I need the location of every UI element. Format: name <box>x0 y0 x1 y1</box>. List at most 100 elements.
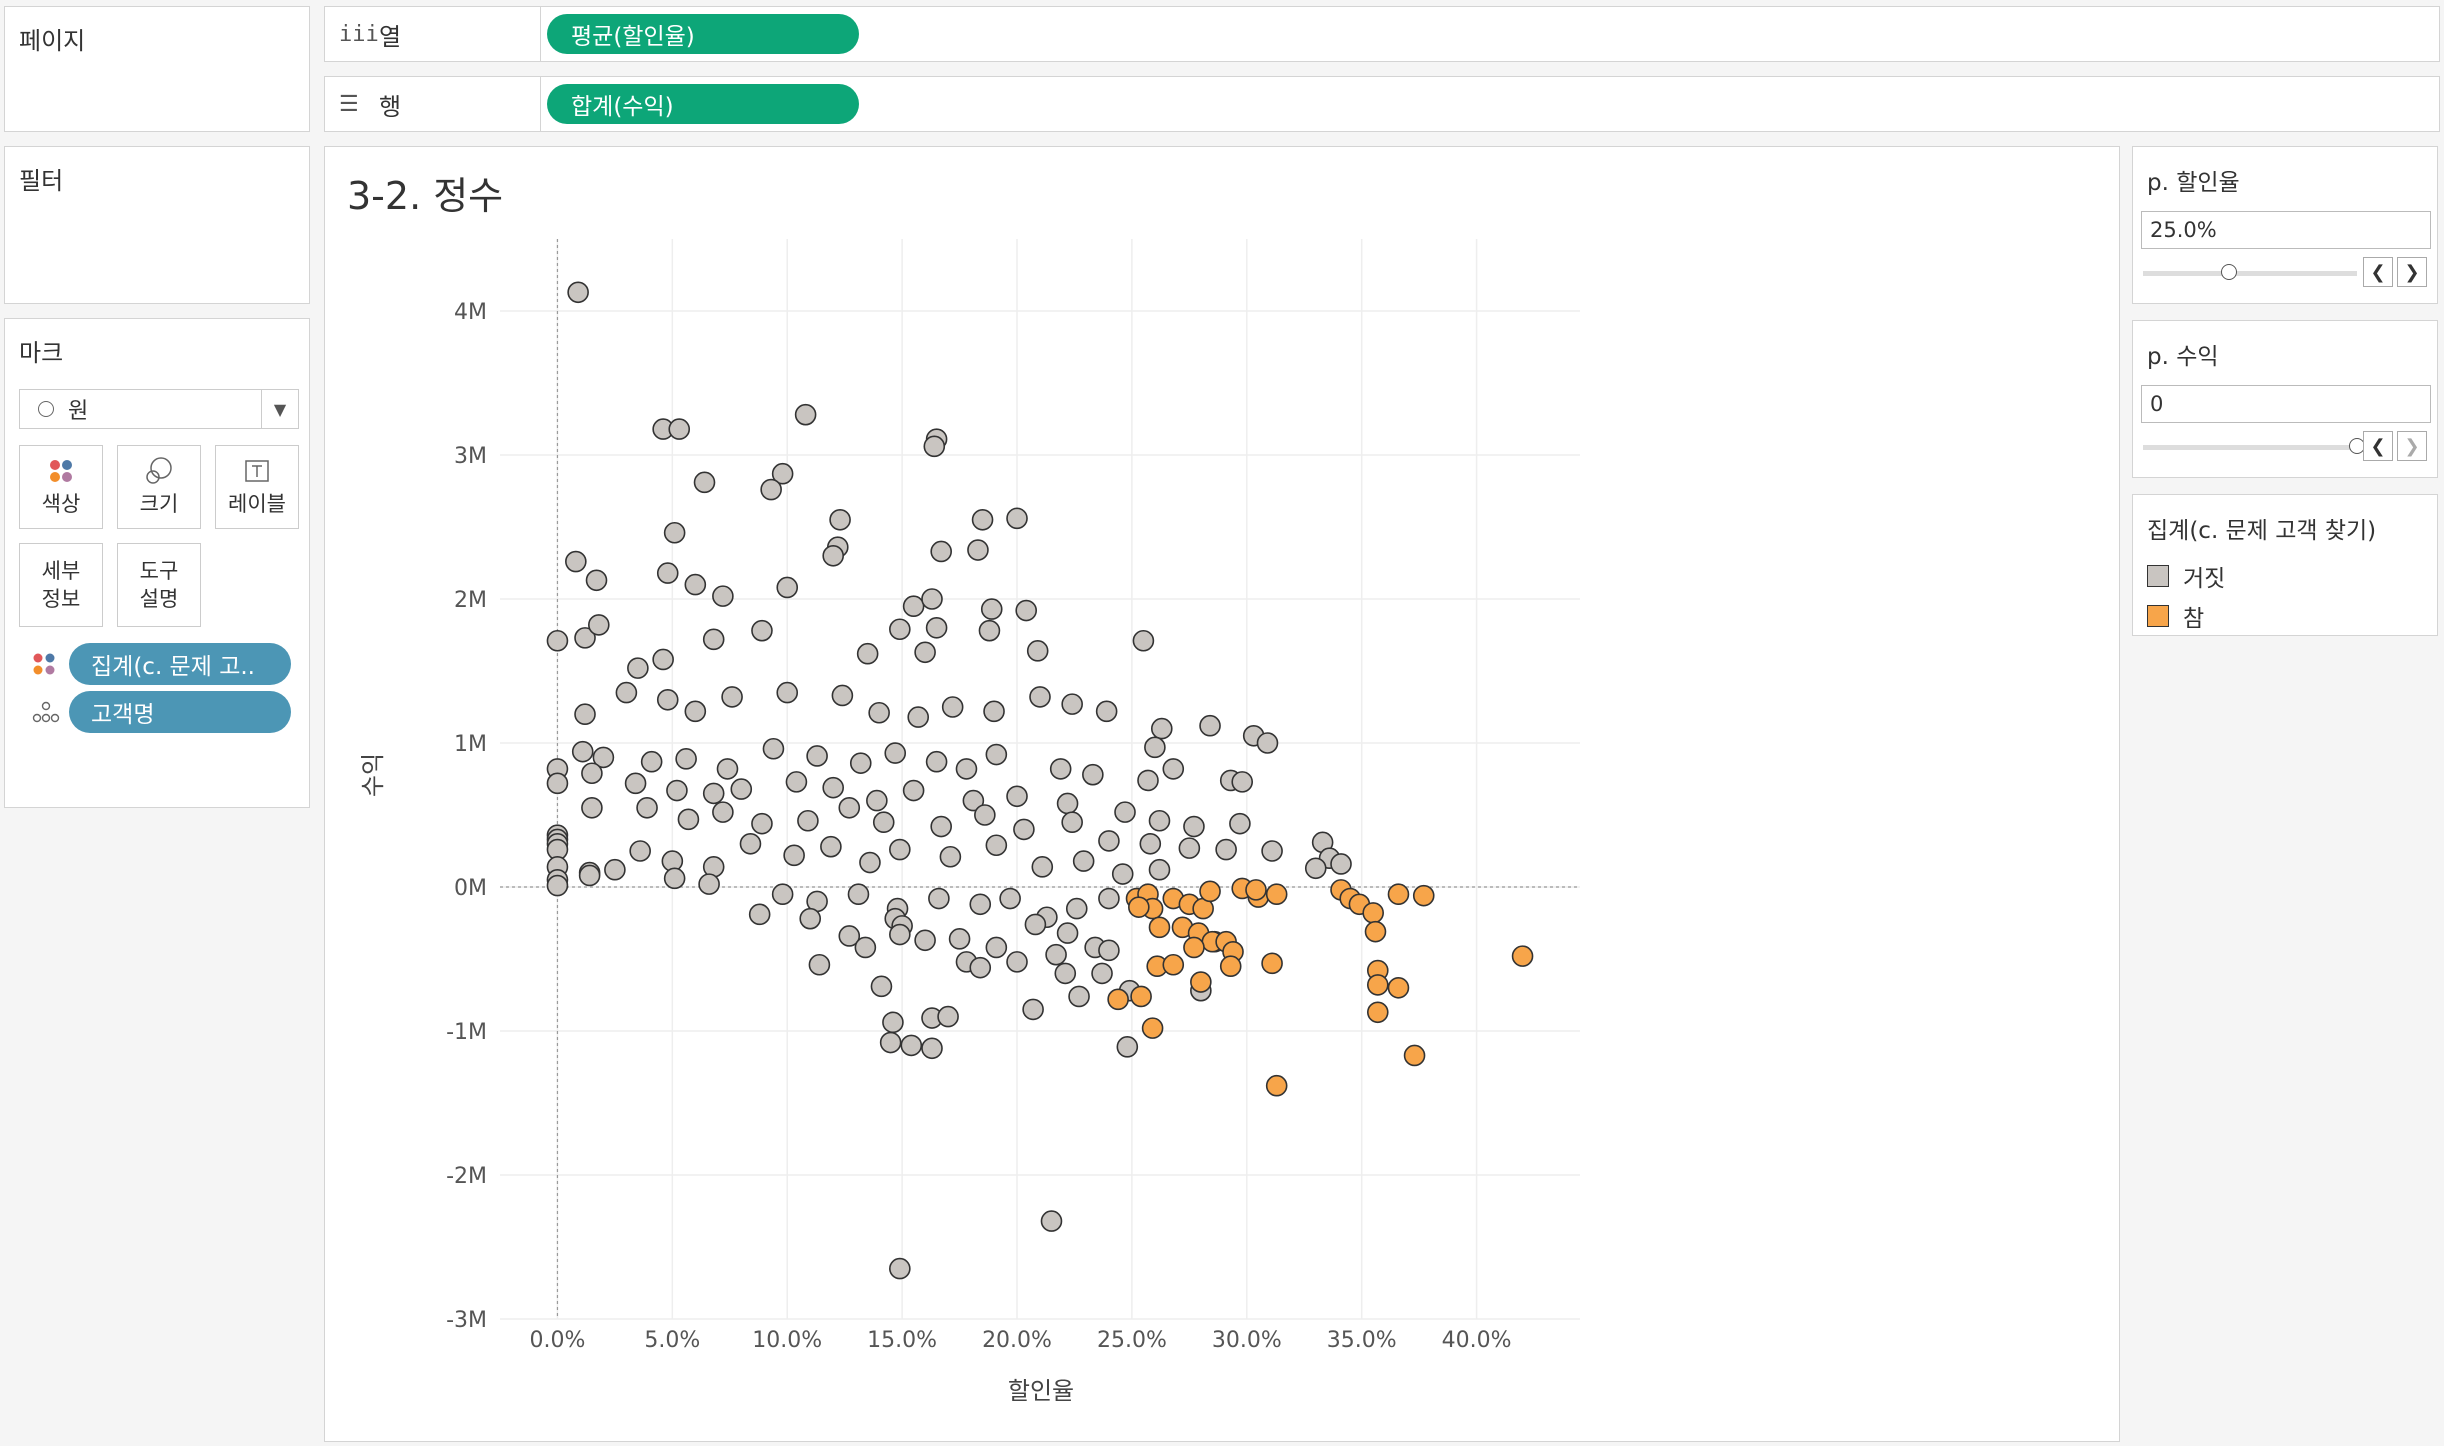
data-point-false[interactable] <box>546 874 569 897</box>
data-point-false[interactable] <box>693 471 716 494</box>
data-point-true[interactable] <box>1130 985 1152 1008</box>
data-point-false[interactable] <box>604 858 626 881</box>
color-field-pill[interactable]: 집계(c. 문제 고.. <box>69 643 291 685</box>
data-point-false[interactable] <box>985 936 1008 959</box>
data-point-false[interactable] <box>902 779 925 802</box>
data-point-false[interactable] <box>921 1037 943 1060</box>
data-point-false[interactable] <box>1098 830 1120 852</box>
data-point-false[interactable] <box>820 835 842 858</box>
data-point-false[interactable] <box>914 641 936 664</box>
data-point-false[interactable] <box>889 618 911 641</box>
data-point-false[interactable] <box>921 588 943 610</box>
data-point-true[interactable] <box>1183 936 1205 959</box>
data-point-false[interactable] <box>762 737 785 760</box>
data-point-false[interactable] <box>1091 962 1113 985</box>
rows-pill[interactable]: 합계(수익) <box>547 84 859 124</box>
data-point-true[interactable] <box>1265 883 1288 906</box>
data-point-false[interactable] <box>900 1034 923 1057</box>
data-point-true[interactable] <box>1511 945 1534 967</box>
data-point-false[interactable] <box>967 539 989 561</box>
data-point-false[interactable] <box>980 598 1003 620</box>
data-point-false[interactable] <box>1022 998 1044 1021</box>
legend-item-true[interactable]: 참 <box>2147 599 2204 633</box>
data-point-false[interactable] <box>1256 732 1279 754</box>
tooltip-button[interactable]: 도구 설명 <box>117 543 201 627</box>
data-point-false[interactable] <box>675 748 697 770</box>
data-point-false[interactable] <box>797 809 819 832</box>
data-point-false[interactable] <box>751 812 773 835</box>
data-point-false[interactable] <box>578 864 601 887</box>
data-point-false[interactable] <box>1024 913 1047 936</box>
data-point-false[interactable] <box>1013 818 1035 841</box>
data-point-false[interactable] <box>937 1005 959 1028</box>
data-point-false[interactable] <box>889 923 911 946</box>
data-point-false[interactable] <box>870 975 893 998</box>
detail-button[interactable]: 세부 정보 <box>19 543 103 627</box>
data-point-false[interactable] <box>652 648 674 671</box>
columns-pill[interactable]: 평균(할인율) <box>547 14 859 54</box>
data-point-false[interactable] <box>930 815 952 838</box>
data-point-false[interactable] <box>907 706 930 728</box>
data-point-true[interactable] <box>1245 879 1267 901</box>
data-point-false[interactable] <box>721 686 743 708</box>
data-point-false[interactable] <box>794 403 817 426</box>
data-point-false[interactable] <box>1178 837 1201 859</box>
data-point-false[interactable] <box>1045 943 1067 966</box>
data-point-false[interactable] <box>1148 858 1171 881</box>
data-point-false[interactable] <box>868 701 890 724</box>
data-point-false[interactable] <box>1304 857 1327 880</box>
data-point-false[interactable] <box>663 521 686 544</box>
data-point-false[interactable] <box>771 462 794 485</box>
chevron-down-icon[interactable]: ▼ <box>261 390 298 428</box>
data-point-false[interactable] <box>884 742 907 764</box>
data-point-false[interactable] <box>1114 801 1136 823</box>
data-point-false[interactable] <box>668 418 691 440</box>
data-point-false[interactable] <box>856 642 879 665</box>
data-point-false[interactable] <box>739 832 762 855</box>
data-point-false[interactable] <box>866 789 888 812</box>
mark-type-dropdown[interactable]: 원 ▼ <box>19 389 299 429</box>
data-point-true[interactable] <box>1265 1074 1288 1097</box>
legend-item-false[interactable]: 거짓 <box>2147 559 2225 593</box>
data-point-false[interactable] <box>760 478 782 501</box>
data-point-false[interactable] <box>1061 811 1083 834</box>
data-point-false[interactable] <box>771 883 794 906</box>
data-point-true[interactable] <box>1199 880 1221 903</box>
data-point-true[interactable] <box>1362 902 1384 924</box>
data-point-false[interactable] <box>806 745 828 767</box>
data-point-false[interactable] <box>928 887 950 910</box>
data-point-false[interactable] <box>1098 939 1120 962</box>
data-point-true[interactable] <box>1107 988 1129 1011</box>
data-point-false[interactable] <box>1137 769 1159 792</box>
data-point-false[interactable] <box>546 772 569 795</box>
param-profit-input[interactable]: 0 <box>2141 385 2431 423</box>
data-point-true[interactable] <box>1403 1044 1426 1067</box>
data-point-false[interactable] <box>684 700 707 723</box>
data-point-false[interactable] <box>1015 599 1038 622</box>
data-point-true[interactable] <box>1219 955 1242 978</box>
data-point-false[interactable] <box>1056 922 1079 944</box>
data-point-true[interactable] <box>1366 974 1389 996</box>
data-point-false[interactable] <box>1065 897 1088 920</box>
data-point-true[interactable] <box>1412 884 1435 907</box>
data-point-false[interactable] <box>663 867 686 890</box>
data-point-false[interactable] <box>872 811 895 834</box>
data-point-false[interactable] <box>574 627 596 649</box>
data-point-false[interactable] <box>1072 850 1095 872</box>
param-profit-next-button[interactable]: ❯ <box>2397 431 2427 461</box>
data-point-false[interactable] <box>1199 714 1221 737</box>
data-point-false[interactable] <box>785 771 808 793</box>
data-point-false[interactable] <box>1116 1036 1139 1058</box>
data-point-false[interactable] <box>822 544 844 567</box>
data-point-false[interactable] <box>939 845 962 868</box>
data-point-false[interactable] <box>698 873 720 895</box>
data-point-false[interactable] <box>565 550 587 573</box>
scatter-plot[interactable]: 0.0% 5.0% 10.0% 15.0% 20.0% 25.0% 30.0% 35.0% 40… <box>325 147 2121 1443</box>
data-point-false[interactable] <box>1111 863 1134 885</box>
data-point-false[interactable] <box>546 629 569 652</box>
data-point-false[interactable] <box>923 435 946 458</box>
data-point-false[interactable] <box>914 929 936 952</box>
data-point-false[interactable] <box>838 796 861 819</box>
data-point-false[interactable] <box>1132 629 1155 652</box>
data-point-false[interactable] <box>829 508 851 531</box>
